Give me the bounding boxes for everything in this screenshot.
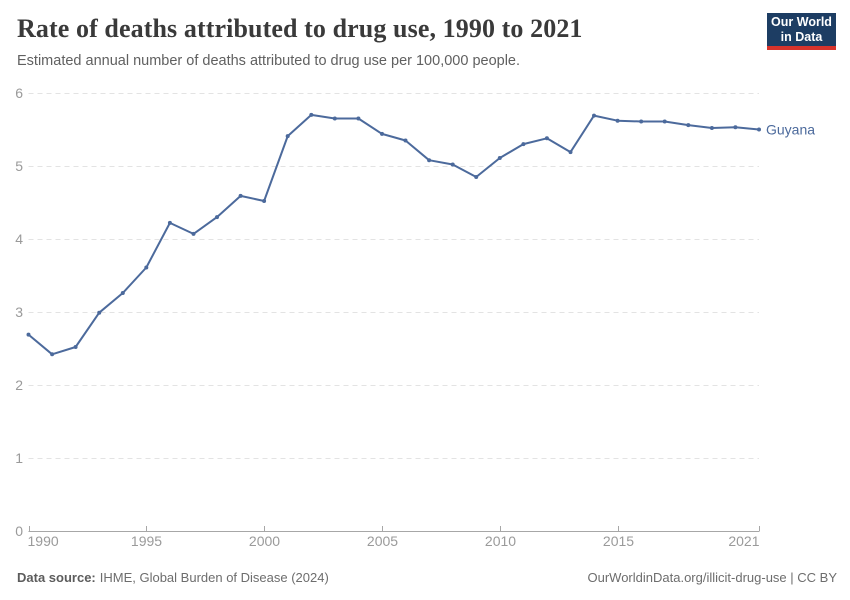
data-point-1993 (97, 310, 102, 315)
x-tick-label-1990: 1990 (28, 533, 59, 549)
y-tick-label-1: 1 (15, 450, 23, 466)
data-source-text: IHME, Global Burden of Disease (2024) (99, 570, 329, 585)
data-point-2010 (497, 156, 502, 160)
data-source-label: Data source: (17, 570, 96, 585)
logo-text-line2: in Data (780, 29, 823, 44)
data-point-1995 (144, 265, 149, 270)
data-point-2000 (262, 199, 267, 203)
data-point-1996 (167, 220, 172, 225)
data-point-1994 (120, 291, 125, 295)
data-point-2009 (474, 175, 479, 179)
data-point-2019 (709, 126, 714, 130)
x-tick-label-2015: 2015 (603, 533, 634, 549)
data-point-1997 (191, 231, 196, 236)
y-tick-label-5: 5 (15, 158, 23, 174)
y-tick-label-2: 2 (15, 377, 23, 393)
data-point-2013 (568, 150, 573, 155)
data-point-2002 (309, 112, 314, 117)
series-label-guyana: Guyana (766, 122, 815, 138)
data-point-2004 (356, 116, 361, 121)
data-point-2012 (544, 136, 549, 141)
logo-text-line1: Our World (771, 14, 832, 29)
data-point-2001 (285, 134, 290, 139)
data-point-1990 (26, 332, 31, 337)
x-tick-label-2005: 2005 (367, 533, 398, 549)
owid-logo-text: Our World in Data (771, 15, 832, 45)
chart-title: Rate of deaths attributed to drug use, 1… (17, 14, 583, 43)
data-point-2007 (427, 158, 432, 163)
data-point-2011 (521, 142, 526, 147)
data-point-2014 (592, 113, 596, 118)
data-point-1992 (73, 345, 78, 349)
data-point-1991 (50, 352, 55, 357)
data-source-note: Data source: IHME, Global Burden of Disea… (17, 571, 329, 584)
y-tick-label-6: 6 (15, 85, 23, 101)
data-point-2008 (450, 162, 455, 167)
x-tick-label-2000: 2000 (249, 533, 280, 549)
data-point-2021 (757, 127, 761, 132)
chart-subtitle: Estimated annual number of deaths attrib… (17, 53, 521, 69)
data-point-1998 (215, 215, 219, 220)
data-point-2015 (615, 118, 620, 123)
x-tick-label-2010: 2010 (485, 533, 516, 549)
data-point-2006 (403, 138, 408, 143)
data-point-2017 (662, 119, 667, 124)
data-point-2020 (733, 125, 738, 130)
data-point-2003 (332, 116, 337, 121)
y-tick-label-0: 0 (15, 523, 23, 539)
data-point-2018 (686, 123, 691, 128)
series-line-guyana (27, 113, 760, 356)
y-tick-label-3: 3 (15, 304, 23, 320)
owid-logo: Our World in Data (767, 13, 836, 50)
y-tick-label-4: 4 (15, 231, 23, 247)
x-tick-label-1995: 1995 (131, 533, 162, 549)
data-point-2005 (380, 131, 384, 136)
attribution-link: OurWorldinData.org/illicit-drug-use | CC… (587, 570, 838, 585)
x-tick-label-2021: 2021 (728, 533, 759, 549)
data-point-1999 (238, 193, 243, 198)
chart-footer: Data source: IHME, Global Burden of Disea… (17, 571, 837, 584)
data-point-2016 (639, 119, 644, 124)
